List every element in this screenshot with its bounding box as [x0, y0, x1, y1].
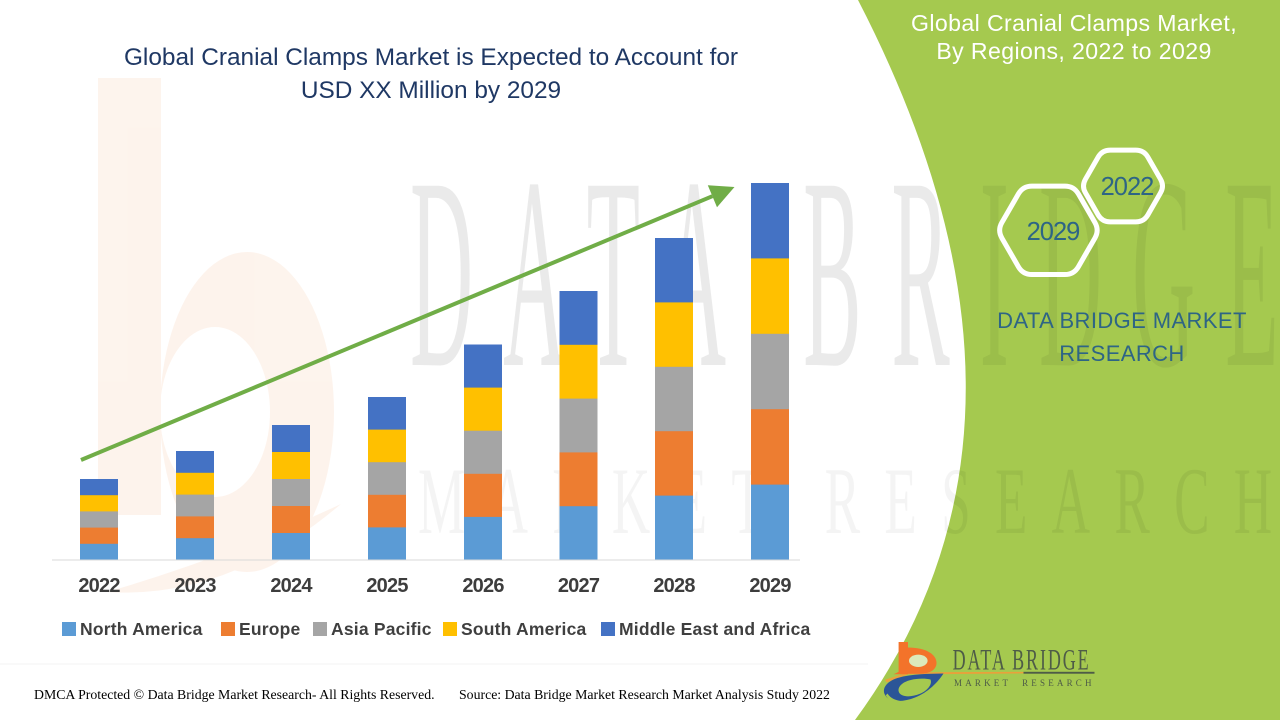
svg-text:DATA BRIDGE: DATA BRIDGE: [953, 644, 1091, 677]
svg-text:MARKET RESEARCH: MARKET RESEARCH: [954, 678, 1095, 688]
